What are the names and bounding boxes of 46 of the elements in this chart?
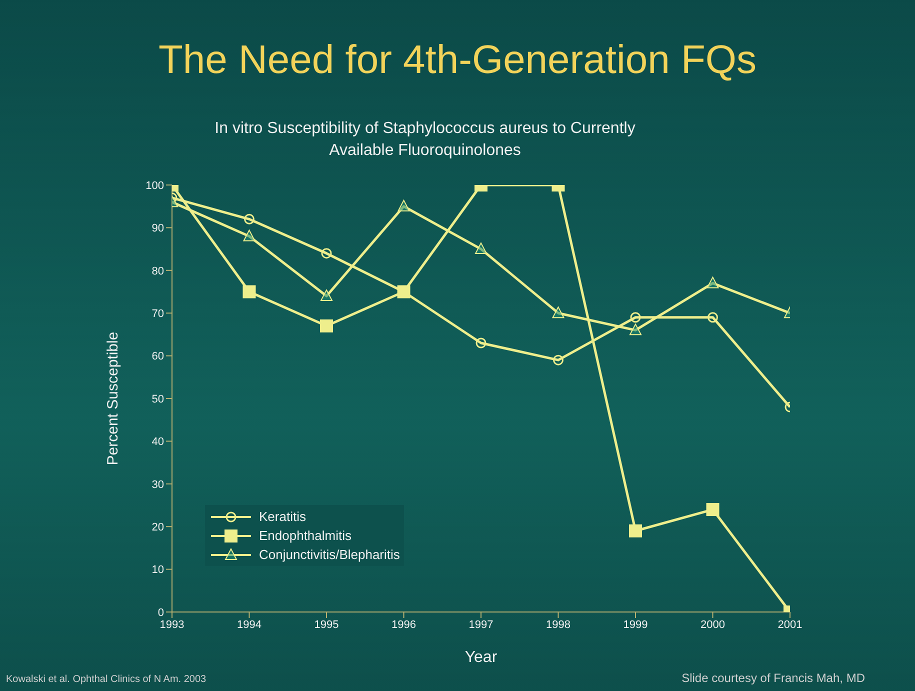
point xyxy=(398,200,410,212)
x-tick-label: 1993 xyxy=(160,618,184,631)
y-tick-label: 90 xyxy=(152,222,164,235)
point xyxy=(552,306,564,318)
y-tick-label: 20 xyxy=(152,522,164,534)
x-tick-label: 1999 xyxy=(623,618,648,631)
point xyxy=(320,290,332,302)
point xyxy=(321,248,332,259)
point xyxy=(242,285,256,298)
chart-title: The Need for 4th-Generation FQs xyxy=(157,38,758,83)
point xyxy=(475,242,487,254)
legend-label: Conjunctivitis/Blepharitis xyxy=(259,547,400,562)
x-axis-title: Year xyxy=(464,649,498,666)
y-tick-label: 100 xyxy=(146,180,164,192)
y-tick-label: 80 xyxy=(152,265,164,278)
legend-label: Endophthalmitis xyxy=(259,528,352,543)
legend-label: Keratitis xyxy=(259,509,306,524)
point xyxy=(630,324,642,336)
x-tick-label: 2000 xyxy=(700,618,725,631)
chart-subtitle: In vitro Susceptibility of Staphylococcus aureus to Currently Available Fluoroquinolones xyxy=(214,119,636,161)
point xyxy=(630,312,641,323)
y-tick-label: 60 xyxy=(152,350,164,363)
point xyxy=(706,276,719,288)
y-tick-label: 0 xyxy=(158,606,164,619)
point xyxy=(708,312,718,323)
y-tick-label: 10 xyxy=(152,564,164,576)
x-tick-label: 1994 xyxy=(237,618,262,631)
point xyxy=(706,503,720,516)
point xyxy=(553,354,564,366)
x-tick-label: 2001 xyxy=(778,618,802,631)
y-tick-label: 50 xyxy=(152,393,164,406)
x-tick-label: 1995 xyxy=(314,618,339,631)
point xyxy=(244,214,254,224)
point xyxy=(629,524,642,538)
y-tick-label: 70 xyxy=(152,308,164,320)
point xyxy=(243,230,256,242)
x-tick-label: 1998 xyxy=(546,618,570,631)
y-tick-label: 30 xyxy=(152,478,164,491)
point xyxy=(476,338,486,348)
text: Slide courtesy of Francis Mah, MD xyxy=(682,671,865,685)
y-tick-label: 40 xyxy=(152,436,164,448)
y-axis-title: Percent Susceptible xyxy=(104,332,122,466)
text: Kowalski et al. Ophthal Clinics of N Am. 2003 xyxy=(6,674,206,685)
point xyxy=(320,319,333,332)
x-tick-label: 1996 xyxy=(392,618,416,631)
x-tick-label: 1997 xyxy=(468,618,494,631)
